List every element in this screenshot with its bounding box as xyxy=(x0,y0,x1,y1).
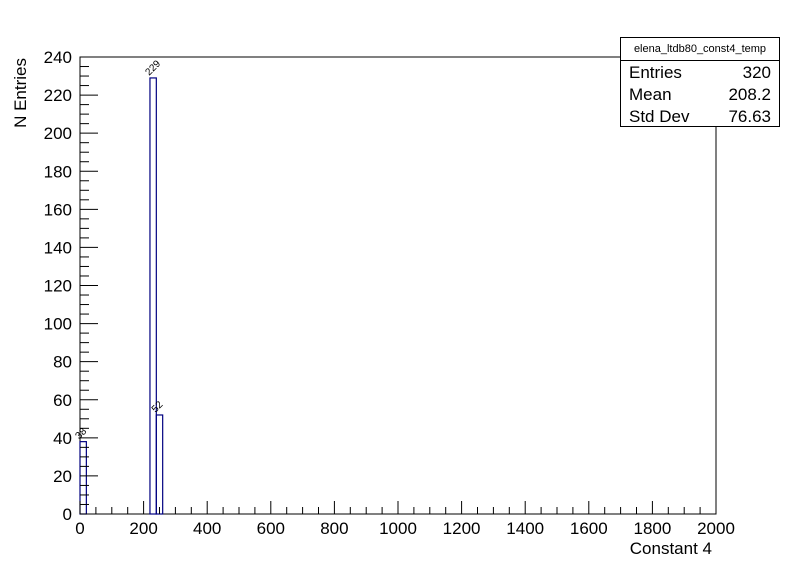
y-tick-label: 180 xyxy=(44,162,72,181)
y-axis: 0 20 40 60 80 100 120 140 160 180 200 220 240 xyxy=(44,48,98,524)
y-tick-label: 160 xyxy=(44,200,72,219)
histogram-bars xyxy=(79,77,164,515)
y-axis-title: N Entries xyxy=(11,58,30,128)
stats-row-mean: Mean 208.2 xyxy=(621,83,779,105)
y-tick-label: 20 xyxy=(53,467,72,486)
y-tick-label: 240 xyxy=(44,48,72,67)
x-axis-title: Constant 4 xyxy=(630,539,712,558)
stats-row-stddev: Std Dev 76.63 xyxy=(621,105,779,127)
x-tick-label: 600 xyxy=(257,519,285,538)
y-tick-label: 0 xyxy=(63,505,72,524)
y-tick-label: 60 xyxy=(53,391,72,410)
y-tick-label: 140 xyxy=(44,238,72,257)
x-tick-label: 1400 xyxy=(506,519,544,538)
x-tick-label: 800 xyxy=(320,519,348,538)
x-tick-label: 1200 xyxy=(443,519,481,538)
stats-box: elena_ltdb80_const4_temp Entries 320 Mea… xyxy=(620,37,780,127)
y-tick-label: 200 xyxy=(44,124,72,143)
y-tick-label: 40 xyxy=(53,429,72,448)
y-tick-label: 80 xyxy=(53,353,72,372)
x-axis: 0 200 400 600 800 1000 1200 1400 1600 1800 2000 xyxy=(75,501,735,538)
histogram-bar xyxy=(79,441,87,515)
y-tick-label: 100 xyxy=(44,315,72,334)
stats-entries-label: Entries xyxy=(629,63,682,82)
histogram-bar xyxy=(155,414,164,515)
stats-stddev-value: 76.63 xyxy=(728,107,771,126)
x-tick-label: 200 xyxy=(129,519,157,538)
y-tick-label: 220 xyxy=(44,86,72,105)
x-tick-label: 1600 xyxy=(570,519,608,538)
bar-value-label: 52 xyxy=(150,399,166,415)
y-tick-label: 120 xyxy=(44,277,72,296)
x-tick-label: 400 xyxy=(193,519,221,538)
stats-mean-value: 208.2 xyxy=(728,85,771,104)
x-tick-label: 1800 xyxy=(633,519,671,538)
stats-entries-value: 320 xyxy=(742,63,771,82)
stats-stddev-label: Std Dev xyxy=(629,107,690,126)
histogram-bar xyxy=(149,77,157,515)
stats-mean-label: Mean xyxy=(629,85,672,104)
stats-title: elena_ltdb80_const4_temp xyxy=(621,38,779,61)
x-tick-label: 2000 xyxy=(697,519,735,538)
x-tick-label: 1000 xyxy=(379,519,417,538)
bar-value-label: 229 xyxy=(143,58,163,78)
x-tick-label: 0 xyxy=(75,519,84,538)
stats-row-entries: Entries 320 xyxy=(621,61,779,83)
